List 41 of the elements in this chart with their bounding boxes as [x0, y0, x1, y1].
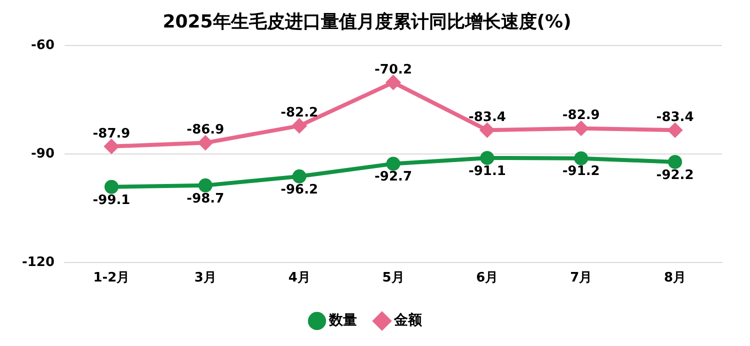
point	[668, 123, 682, 138]
point	[480, 150, 494, 165]
x-tick-label: 5月	[382, 270, 404, 286]
data-label: -92.2	[656, 168, 694, 183]
data-label: -83.4	[656, 110, 694, 126]
point	[574, 121, 588, 136]
x-tick-label: 8月	[664, 270, 686, 286]
data-label: -82.2	[280, 106, 318, 121]
point	[104, 180, 118, 194]
data-label: -91.1	[468, 164, 506, 179]
x-tick-label: 7月	[570, 270, 592, 286]
x-tick-label: 3月	[194, 270, 216, 286]
data-label: -86.9	[186, 122, 224, 138]
point	[198, 136, 212, 150]
y-tick-label: -90	[31, 146, 55, 162]
data-label: -91.2	[562, 164, 600, 180]
point	[386, 75, 400, 90]
data-label: -87.9	[92, 126, 130, 142]
legend-label: 数量	[328, 312, 357, 329]
data-label: -96.2	[280, 182, 318, 198]
point	[198, 178, 212, 192]
data-label: -99.1	[92, 192, 130, 208]
y-tick-label: -60	[31, 38, 55, 53]
data-label: -98.7	[186, 191, 224, 206]
x-tick-label: 6月	[476, 270, 498, 286]
point	[668, 154, 682, 169]
point	[480, 123, 494, 138]
data-label: -92.7	[374, 170, 412, 185]
data-label: -82.9	[562, 108, 600, 124]
chart-title: 2025年生毛皮进口量值月度累计同比增长速度(%)	[162, 11, 572, 32]
point	[386, 156, 400, 171]
x-tick-label: 1-2月	[93, 270, 130, 286]
data-label: -70.2	[374, 62, 412, 78]
point	[292, 118, 306, 133]
point	[292, 169, 306, 184]
data-label: -83.4	[468, 110, 506, 126]
y-tick-label: -120	[22, 254, 55, 270]
legend-label: 金额	[393, 312, 423, 329]
point	[574, 151, 588, 166]
point	[104, 139, 118, 154]
x-tick-label: 4月	[288, 270, 310, 286]
